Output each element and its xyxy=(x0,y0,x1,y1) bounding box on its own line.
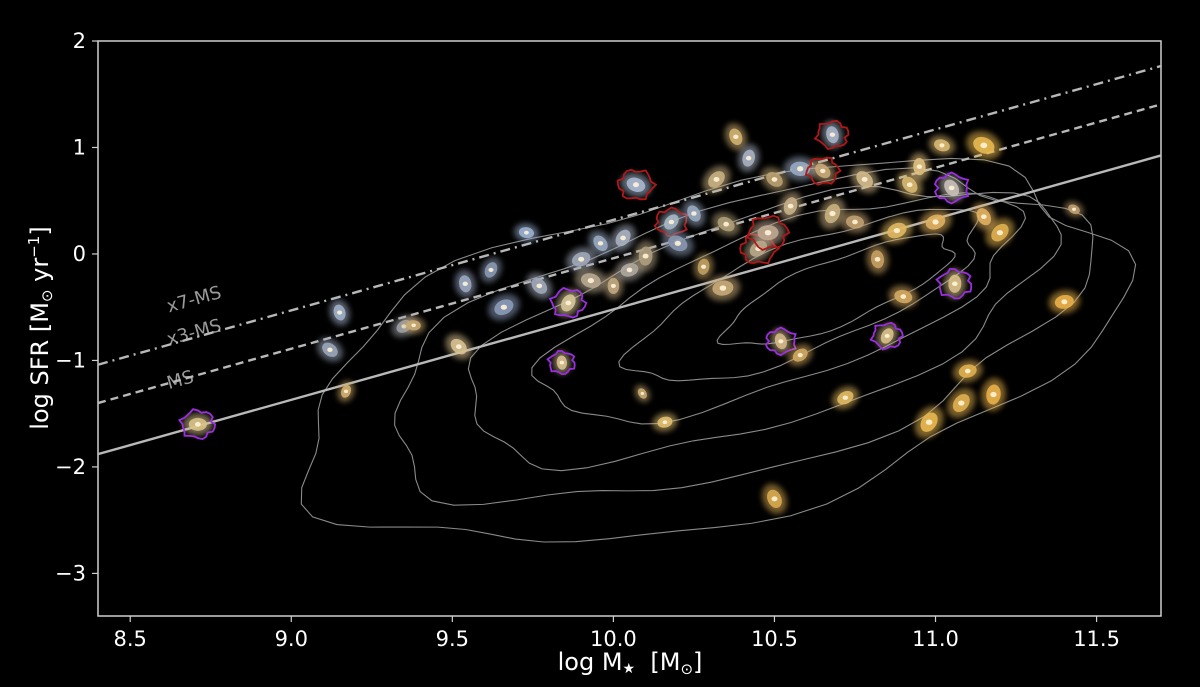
galaxy-point xyxy=(935,267,973,300)
x-tick-label: 11.5 xyxy=(1073,627,1120,651)
galaxy-point xyxy=(919,209,952,235)
galaxy-point xyxy=(652,412,678,432)
y-ticks: −3 −2 −1 0 1 2 xyxy=(55,29,98,585)
galaxy-point xyxy=(840,210,870,234)
x-axis-label: log M★ [M⊙] xyxy=(558,648,703,678)
galaxy-point xyxy=(329,299,350,326)
galaxy-point xyxy=(661,230,694,257)
y-tick-label: −3 xyxy=(55,561,86,585)
galaxy-point xyxy=(603,272,624,300)
galaxy-point xyxy=(565,246,597,272)
y-tick-label: 0 xyxy=(73,242,86,266)
galaxy-point xyxy=(702,165,731,194)
galaxy-point xyxy=(869,321,904,351)
galaxy-point xyxy=(888,285,919,308)
galaxy-point xyxy=(787,344,813,367)
galaxy-point xyxy=(693,253,714,281)
galaxy-point xyxy=(880,217,913,244)
galaxy-point xyxy=(819,197,846,230)
galaxy-point xyxy=(981,378,1006,412)
galaxy-point xyxy=(610,224,636,252)
galaxy-point xyxy=(488,293,520,321)
galaxy-point xyxy=(813,119,850,151)
y-tick-label: 2 xyxy=(73,29,86,53)
galaxy-point xyxy=(928,135,956,156)
galaxy-point xyxy=(1064,201,1084,218)
galaxy-point xyxy=(724,123,747,151)
galaxy-point xyxy=(760,166,789,192)
galaxy-point xyxy=(850,165,879,194)
galaxy-point xyxy=(177,408,217,441)
galaxy-point xyxy=(634,384,651,403)
galaxy-point xyxy=(779,191,803,221)
galaxy-point xyxy=(737,144,760,173)
galaxy-point xyxy=(574,268,608,294)
galaxy-point xyxy=(616,168,658,201)
y-tick-label: 1 xyxy=(73,135,86,159)
density-contour xyxy=(467,185,1062,472)
galaxy-point xyxy=(445,333,473,360)
density-contour xyxy=(531,192,1027,425)
relation-line xyxy=(98,64,1161,366)
galaxy-point xyxy=(1048,290,1081,314)
x-tick-label: 10.0 xyxy=(590,627,637,651)
galaxy-point xyxy=(866,244,889,275)
galaxy-point xyxy=(933,171,970,205)
galaxy-point xyxy=(914,406,944,439)
x-tick-label: 8.5 xyxy=(114,627,147,651)
galaxy-point xyxy=(548,286,588,319)
galaxy-point xyxy=(971,202,996,231)
galaxy-point xyxy=(908,152,930,181)
x-tick-label: 9.5 xyxy=(436,627,469,651)
galaxy-point xyxy=(546,349,576,376)
galaxy-point xyxy=(947,388,976,419)
galaxy-point xyxy=(316,337,343,362)
x-tick-label: 10.5 xyxy=(751,627,798,651)
galaxy-point xyxy=(480,257,502,283)
galaxy-point xyxy=(761,483,787,514)
x-tick-label: 11.0 xyxy=(912,627,959,651)
galaxy-point xyxy=(653,206,688,238)
galaxy-point xyxy=(682,200,706,227)
plot-frame xyxy=(97,40,1162,617)
galaxy-point xyxy=(526,272,553,300)
galaxy-point xyxy=(588,230,613,257)
galaxy-point xyxy=(952,359,983,383)
galaxy-point xyxy=(831,386,859,410)
galaxy-point xyxy=(705,275,741,301)
x-ticks: 8.5 9.0 9.5 10.0 10.5 11.0 11.5 xyxy=(114,616,1120,651)
galaxy-point xyxy=(337,380,355,402)
galaxies xyxy=(177,119,1084,514)
y-axis-label: log SFR [M⊙ yr−1] xyxy=(25,226,56,429)
galaxy-point xyxy=(966,131,1002,160)
y-tick-label: −1 xyxy=(55,348,86,372)
galaxy-point xyxy=(454,269,476,298)
galaxy-point xyxy=(985,218,1015,248)
galaxy-point xyxy=(712,212,741,237)
x-tick-label: 9.0 xyxy=(275,627,308,651)
galaxy-point xyxy=(804,156,842,186)
galaxy-point xyxy=(764,326,797,357)
galaxy-point xyxy=(513,223,539,243)
galaxy-point xyxy=(633,240,658,272)
relation-line xyxy=(98,103,1161,405)
galaxy-point xyxy=(745,214,791,252)
y-tick-label: −2 xyxy=(55,455,86,479)
galaxy-point xyxy=(401,316,426,335)
density-contour xyxy=(394,167,1094,506)
